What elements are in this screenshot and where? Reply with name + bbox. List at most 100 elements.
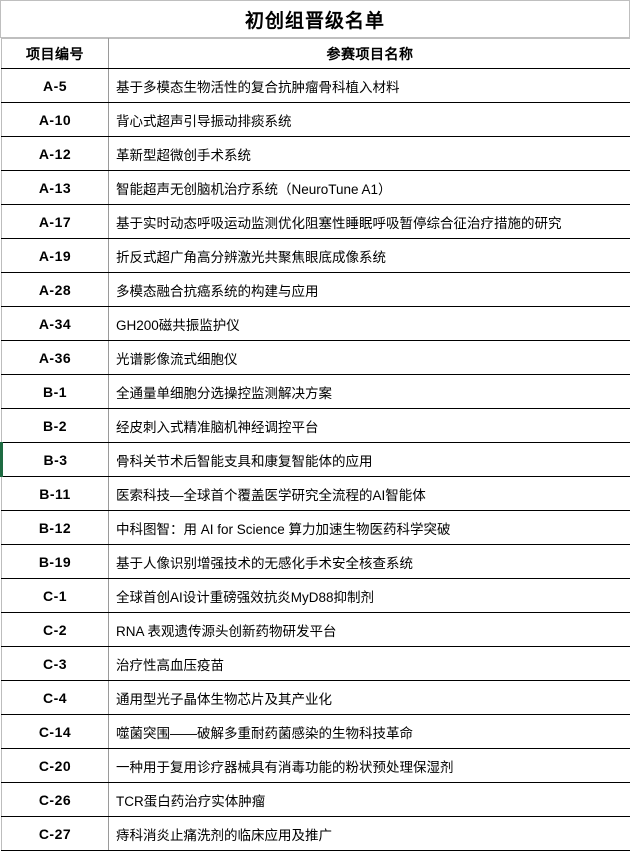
cell-project-code[interactable]: B-12 <box>1 510 109 545</box>
table-row[interactable]: C-2 RNA 表观遗传源头创新药物研发平台 <box>1 612 630 647</box>
table-row[interactable]: C-4 通用型光子晶体生物芯片及其产业化 <box>1 680 630 715</box>
table-row[interactable]: B-1 全通量单细胞分选操控监测解决方案 <box>1 374 630 409</box>
cell-project-code[interactable]: A-17 <box>1 204 109 239</box>
table-row[interactable]: A-28 多模态融合抗癌系统的构建与应用 <box>1 272 630 307</box>
table-row[interactable]: C-26 TCR蛋白药治疗实体肿瘤 <box>1 782 630 817</box>
project-code-label: B-11 <box>39 485 71 502</box>
cell-project-name[interactable]: 噬菌突围——破解多重耐药菌感染的生物科技革命 <box>108 714 630 749</box>
project-name-label: 基于实时动态呼吸运动监测优化阻塞性睡眠呼吸暂停综合征治疗措施的研究 <box>116 215 562 231</box>
table-row[interactable]: A-17 基于实时动态呼吸运动监测优化阻塞性睡眠呼吸暂停综合征治疗措施的研究 <box>1 204 630 239</box>
project-code-label: B-12 <box>38 519 72 536</box>
project-name-label: 骨科关节术后智能支具和康复智能体的应用 <box>116 453 373 469</box>
table-row[interactable]: A-13 智能超声无创脑机治疗系统（NeuroTune A1） <box>1 170 630 205</box>
cell-project-name[interactable]: RNA 表观遗传源头创新药物研发平台 <box>108 612 630 647</box>
project-code-label: A-36 <box>38 349 72 366</box>
table-row[interactable]: B-2 经皮刺入式精准脑机神经调控平台 <box>1 408 630 443</box>
project-name-label: 全通量单细胞分选操控监测解决方案 <box>116 385 332 401</box>
cell-project-name[interactable]: 光谱影像流式细胞仪 <box>108 340 630 375</box>
cell-project-code[interactable]: C-2 <box>1 612 109 647</box>
cell-project-name[interactable]: 医索科技—全球首个覆盖医学研究全流程的AI智能体 <box>108 476 630 511</box>
project-name-label: 基于多模态生物活性的复合抗肿瘤骨科植入材料 <box>116 79 400 95</box>
project-code-label: B-19 <box>38 553 72 570</box>
column-header-code-label: 项目编号 <box>26 47 84 63</box>
cell-project-code[interactable]: C-1 <box>1 578 109 613</box>
cell-project-code[interactable]: A-36 <box>1 340 109 375</box>
cell-project-code[interactable]: A-34 <box>1 306 109 341</box>
table-row[interactable]: C-3 治疗性高血压疫苗 <box>1 646 630 681</box>
project-code-label: A-17 <box>38 213 72 230</box>
cell-project-name[interactable]: 基于实时动态呼吸运动监测优化阻塞性睡眠呼吸暂停综合征治疗措施的研究 <box>108 204 630 239</box>
cell-project-code[interactable]: A-10 <box>1 102 109 137</box>
cell-project-code[interactable]: C-3 <box>1 646 109 681</box>
table-row[interactable]: B-3 骨科关节术后智能支具和康复智能体的应用 <box>0 442 630 477</box>
cell-project-name[interactable]: 痔科消炎止痛洗剂的临床应用及推广 <box>108 816 630 851</box>
table-row[interactable]: C-20 一种用于复用诊疗器械具有消毒功能的粉状预处理保湿剂 <box>1 748 630 783</box>
cell-project-name[interactable]: 全球首创AI设计重磅强效抗炎MyD88抑制剂 <box>108 578 630 613</box>
project-code-label: A-10 <box>38 111 72 128</box>
project-code-label: C-4 <box>42 689 68 706</box>
cell-project-code[interactable]: B-3 <box>0 442 109 477</box>
cell-project-name[interactable]: 全通量单细胞分选操控监测解决方案 <box>108 374 630 409</box>
cell-project-name[interactable]: 革新型超微创手术系统 <box>108 136 630 171</box>
cell-project-code[interactable]: A-5 <box>1 68 109 103</box>
cell-project-name[interactable]: 骨科关节术后智能支具和康复智能体的应用 <box>108 442 630 477</box>
table-row[interactable]: C-27 痔科消炎止痛洗剂的临床应用及推广 <box>1 816 630 851</box>
cell-project-code[interactable]: A-12 <box>1 136 109 171</box>
table-row[interactable]: B-12 中科图智：用 AI for Science 算力加速生物医药科学突破 <box>1 510 630 545</box>
cell-project-name[interactable]: TCR蛋白药治疗实体肿瘤 <box>108 782 630 817</box>
project-code-label: A-34 <box>38 315 72 332</box>
cell-project-code[interactable]: C-26 <box>1 782 109 817</box>
cell-project-code[interactable]: B-1 <box>1 374 109 409</box>
cell-project-code[interactable]: C-27 <box>1 816 109 851</box>
cell-project-name[interactable]: GH200磁共振监护仪 <box>108 306 630 341</box>
project-code-label: A-5 <box>42 77 68 94</box>
project-code-label: B-2 <box>42 417 68 434</box>
project-code-label: B-3 <box>43 451 68 468</box>
cell-project-code[interactable]: B-11 <box>1 476 109 511</box>
cell-project-code[interactable]: A-28 <box>1 272 109 307</box>
project-name-label: 全球首创AI设计重磅强效抗炎MyD88抑制剂 <box>116 589 375 605</box>
table-row[interactable]: A-10 背心式超声引导振动排痰系统 <box>1 102 630 137</box>
project-name-label: 革新型超微创手术系统 <box>116 147 251 163</box>
table-row[interactable]: A-12 革新型超微创手术系统 <box>1 136 630 171</box>
cell-project-name[interactable]: 基于多模态生物活性的复合抗肿瘤骨科植入材料 <box>108 68 630 103</box>
cell-project-name[interactable]: 折反式超广角高分辨激光共聚焦眼底成像系统 <box>108 238 630 273</box>
table-row[interactable]: C-14 噬菌突围——破解多重耐药菌感染的生物科技革命 <box>1 714 630 749</box>
project-code-label: C-14 <box>38 723 72 740</box>
cell-project-name[interactable]: 一种用于复用诊疗器械具有消毒功能的粉状预处理保湿剂 <box>108 748 630 783</box>
table-row[interactable]: C-1 全球首创AI设计重磅强效抗炎MyD88抑制剂 <box>1 578 630 613</box>
cell-project-name[interactable]: 中科图智：用 AI for Science 算力加速生物医药科学突破 <box>108 510 630 545</box>
cell-project-name[interactable]: 经皮刺入式精准脑机神经调控平台 <box>108 408 630 443</box>
cell-project-name[interactable]: 治疗性高血压疫苗 <box>108 646 630 681</box>
promotion-list-table: 项目编号 参赛项目名称 A-5 基于多模态生物活性的复合抗肿瘤骨科植入材料 A-10… <box>0 38 630 851</box>
column-header-code: 项目编号 <box>1 38 109 69</box>
project-name-label: 一种用于复用诊疗器械具有消毒功能的粉状预处理保湿剂 <box>116 759 454 775</box>
column-header-name: 参赛项目名称 <box>108 38 630 69</box>
cell-project-code[interactable]: B-2 <box>1 408 109 443</box>
project-code-label: C-3 <box>42 655 68 672</box>
table-row[interactable]: B-11 医索科技—全球首个覆盖医学研究全流程的AI智能体 <box>1 476 630 511</box>
project-name-label: 多模态融合抗癌系统的构建与应用 <box>116 283 319 299</box>
cell-project-code[interactable]: C-4 <box>1 680 109 715</box>
project-code-label: A-28 <box>38 281 72 298</box>
cell-project-name[interactable]: 基于人像识别增强技术的无感化手术安全核查系统 <box>108 544 630 579</box>
cell-project-name[interactable]: 多模态融合抗癌系统的构建与应用 <box>108 272 630 307</box>
project-name-label: RNA 表观遗传源头创新药物研发平台 <box>116 623 337 639</box>
cell-project-code[interactable]: C-14 <box>1 714 109 749</box>
table-row[interactable]: A-5 基于多模态生物活性的复合抗肿瘤骨科植入材料 <box>1 68 630 103</box>
cell-project-code[interactable]: A-13 <box>1 170 109 205</box>
table-header-row: 项目编号 参赛项目名称 <box>1 38 630 69</box>
cell-project-code[interactable]: B-19 <box>1 544 109 579</box>
project-name-label: 背心式超声引导振动排痰系统 <box>116 113 292 129</box>
column-header-name-label: 参赛项目名称 <box>326 47 414 63</box>
cell-project-name[interactable]: 背心式超声引导振动排痰系统 <box>108 102 630 137</box>
cell-project-name[interactable]: 智能超声无创脑机治疗系统（NeuroTune A1） <box>108 170 630 205</box>
cell-project-code[interactable]: A-19 <box>1 238 109 273</box>
table-row[interactable]: A-34 GH200磁共振监护仪 <box>1 306 630 341</box>
table-row[interactable]: A-36 光谱影像流式细胞仪 <box>1 340 630 375</box>
table-row[interactable]: B-19 基于人像识别增强技术的无感化手术安全核查系统 <box>1 544 630 579</box>
cell-project-code[interactable]: C-20 <box>1 748 109 783</box>
table-row[interactable]: A-19 折反式超广角高分辨激光共聚焦眼底成像系统 <box>1 238 630 273</box>
cell-project-name[interactable]: 通用型光子晶体生物芯片及其产业化 <box>108 680 630 715</box>
project-name-label: 医索科技—全球首个覆盖医学研究全流程的AI智能体 <box>116 487 426 503</box>
